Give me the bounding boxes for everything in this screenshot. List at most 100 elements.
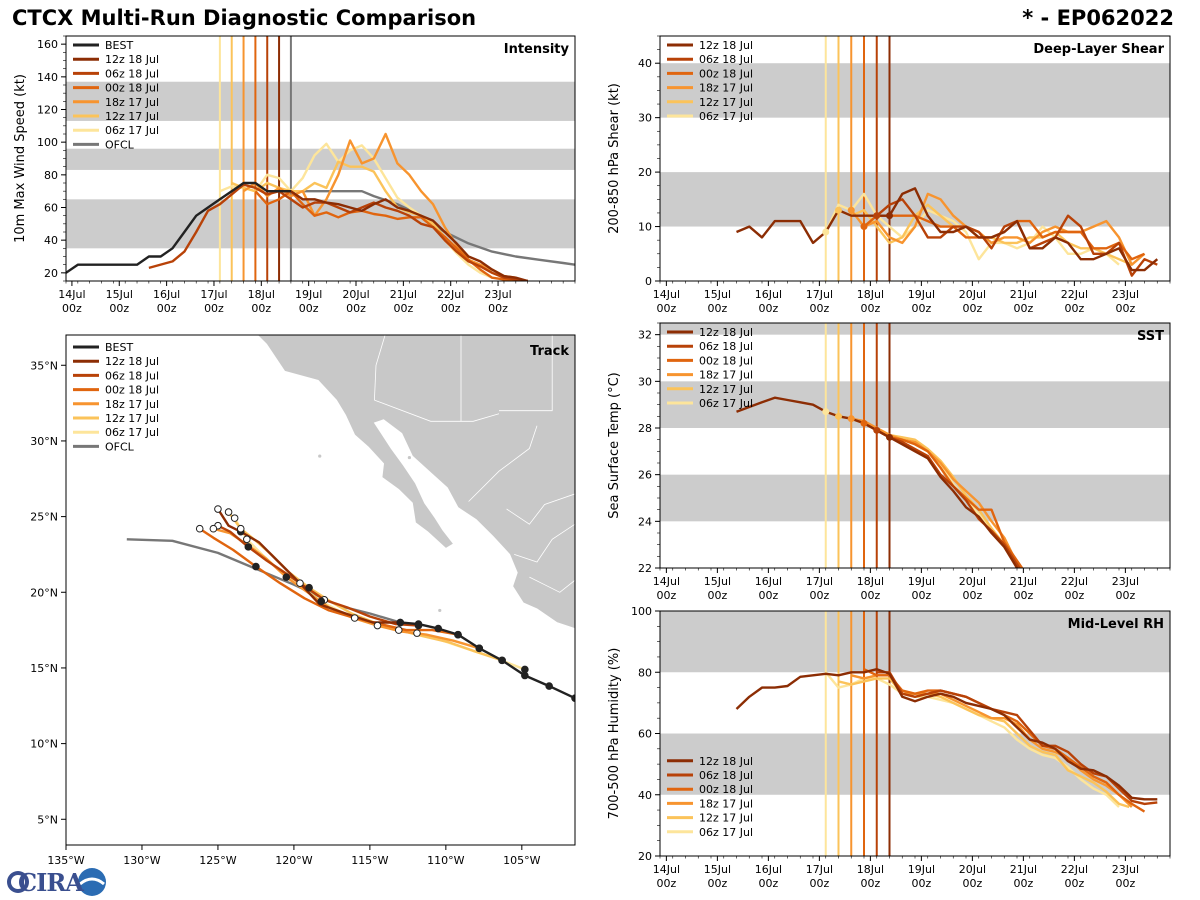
rh-xtick-label-hour: 00z [656, 877, 676, 890]
intensity-xtick-label-hour: 00z [62, 302, 82, 315]
intensity-ytick-label: 120 [37, 104, 58, 117]
track-xtick-label: 125°W [199, 854, 236, 867]
intensity-xtick-label-day: 16Jul [153, 288, 180, 301]
shear-init-marker-12z-17-Jul [835, 206, 842, 214]
track-ytick-label: 5°N [37, 813, 58, 826]
shear-legend-label: 18z 17 Jul [699, 82, 753, 95]
shear-xtick-label-day: 14Jul [653, 288, 680, 301]
track-xtick-label: 110°W [427, 854, 464, 867]
track-xtick-label: 120°W [275, 854, 312, 867]
sst-xtick-label-hour: 00z [758, 589, 778, 602]
sst-xtick-label-day: 19Jul [908, 575, 935, 588]
track-border-5 [514, 523, 575, 563]
track-marker-00z-18-Jul [454, 630, 462, 639]
logo-text: CIRA [18, 868, 84, 897]
track-ytick-label: 25°N [30, 511, 58, 524]
track-marker-06z-18-Jul [244, 543, 253, 551]
cira-logo: CIRA [4, 866, 106, 898]
sst-init-marker-12z-18-Jul [886, 433, 893, 441]
track-series-OFCL [126, 538, 401, 624]
sst-legend-label: 12z 18 Jul [699, 326, 753, 339]
intensity-chart-group: 2040608010012014016014Jul00z15Jul00z16Ju… [13, 35, 576, 315]
intensity-ytick-label: 80 [44, 169, 58, 182]
shear-init-marker-06z-18-Jul [873, 212, 881, 220]
track-marker-00z-18-Jul [195, 524, 204, 533]
shear-ytick-label: 20 [638, 166, 652, 179]
track-border-2 [374, 335, 386, 401]
shear-xtick-label-day: 22Jul [1061, 288, 1088, 301]
track-marker-12z-18-Jul [214, 505, 222, 513]
page-title: CTCX Multi-Run Diagnostic Comparison [12, 6, 477, 30]
rh-ylabel: 700-500 hPa Humidity (%) [607, 648, 622, 820]
shear-xtick-label-day: 16Jul [755, 288, 782, 301]
rh-chart-group: 2040608010014Jul00z15Jul00z16Jul00z17Jul… [607, 605, 1171, 890]
sst-xtick-label-day: 17Jul [806, 575, 833, 588]
rh-series-group [735, 668, 1158, 813]
track-ytick-label: 15°N [30, 662, 58, 675]
sst-xtick-label-hour: 00z [1115, 589, 1135, 602]
track-border-7 [506, 493, 575, 525]
intensity-series-BEST [66, 181, 291, 274]
rh-title: Mid-Level RH [1068, 617, 1164, 632]
shear-xtick-label-hour: 00z [656, 302, 676, 315]
intensity-legend-label: 12z 18 Jul [105, 53, 159, 66]
sst-xtick-label-day: 22Jul [1061, 575, 1088, 588]
intensity-legend-label: 06z 17 Jul [105, 124, 159, 137]
shear-title: Deep-Layer Shear [1033, 42, 1164, 57]
track-xtick-label: 135°W [47, 854, 84, 867]
storm-id: * - EP062022 [1022, 6, 1174, 30]
intensity-band-2 [66, 81, 575, 121]
track-ytick-label: 30°N [30, 435, 58, 448]
intensity-legend-label: 12z 17 Jul [105, 110, 159, 123]
intensity-xtick-label-day: 23Jul [484, 288, 511, 301]
rh-xtick-label-hour: 00z [1064, 877, 1084, 890]
shear-xtick-label-day: 19Jul [908, 288, 935, 301]
sst-xtick-label-hour: 00z [809, 589, 829, 602]
sst-ylabel: Sea Surface Temp (°C) [607, 372, 622, 519]
track-marker-BEST [571, 694, 575, 703]
track-xtick-label: 130°W [123, 854, 160, 867]
sst-xtick-label-hour: 00z [707, 589, 727, 602]
sst-series-06z-18-Jul [876, 429, 1021, 568]
shear-ytick-label: 40 [638, 57, 652, 70]
shear-xtick-label-hour: 00z [758, 302, 778, 315]
shear-xtick-label-day: 23Jul [1112, 288, 1139, 301]
rh-legend-label: 00z 18 Jul [699, 783, 753, 796]
sst-xtick-label-hour: 00z [1013, 589, 1033, 602]
track-marker-00z-18-Jul [350, 614, 359, 622]
shear-band-0 [660, 172, 1170, 227]
sst-xtick-label-day: 23Jul [1112, 575, 1139, 588]
track-marker-12z-18-Jul [396, 618, 405, 627]
track-marker-12z-17-Jul [224, 508, 233, 516]
rh-series-12z-17-Jul [838, 677, 1130, 809]
intensity-xtick-label-day: 21Jul [390, 288, 417, 301]
track-marker-06z-17-Jul [413, 629, 421, 637]
shear-band-1 [660, 63, 1170, 118]
intensity-title: Intensity [504, 42, 570, 57]
rh-xtick-label-day: 14Jul [653, 863, 680, 876]
shear-xtick-label-day: 20Jul [959, 288, 986, 301]
shear-xtick-label-hour: 00z [707, 302, 727, 315]
track-marker-12z-17-Jul [498, 656, 506, 665]
intensity-xtick-label-hour: 00z [441, 302, 461, 315]
rh-xtick-label-hour: 00z [911, 877, 931, 890]
intensity-ytick-label: 140 [37, 71, 58, 84]
track-ytick-label: 20°N [30, 586, 58, 599]
sst-xtick-label-day: 20Jul [959, 575, 986, 588]
shear-xtick-label-day: 18Jul [857, 288, 884, 301]
rh-ytick-label: 100 [631, 605, 652, 618]
sst-xtick-label-day: 21Jul [1010, 575, 1037, 588]
shear-ytick-label: 10 [638, 221, 652, 234]
intensity-ytick-label: 160 [37, 38, 58, 51]
shear-xtick-label-hour: 00z [962, 302, 982, 315]
shear-chart-group: 01020304014Jul00z15Jul00z16Jul00z17Jul00… [607, 35, 1171, 315]
track-land [256, 335, 575, 630]
intensity-xtick-label-day: 22Jul [437, 288, 464, 301]
sst-legend-label: 06z 17 Jul [699, 397, 753, 410]
track-border-6 [529, 576, 575, 593]
shear-init-marker-12z-18-Jul [886, 212, 893, 220]
track-xtick-label: 105°W [503, 854, 540, 867]
shear-legend-label: 12z 18 Jul [699, 39, 753, 52]
intensity-xtick-label-day: 14Jul [58, 288, 85, 301]
